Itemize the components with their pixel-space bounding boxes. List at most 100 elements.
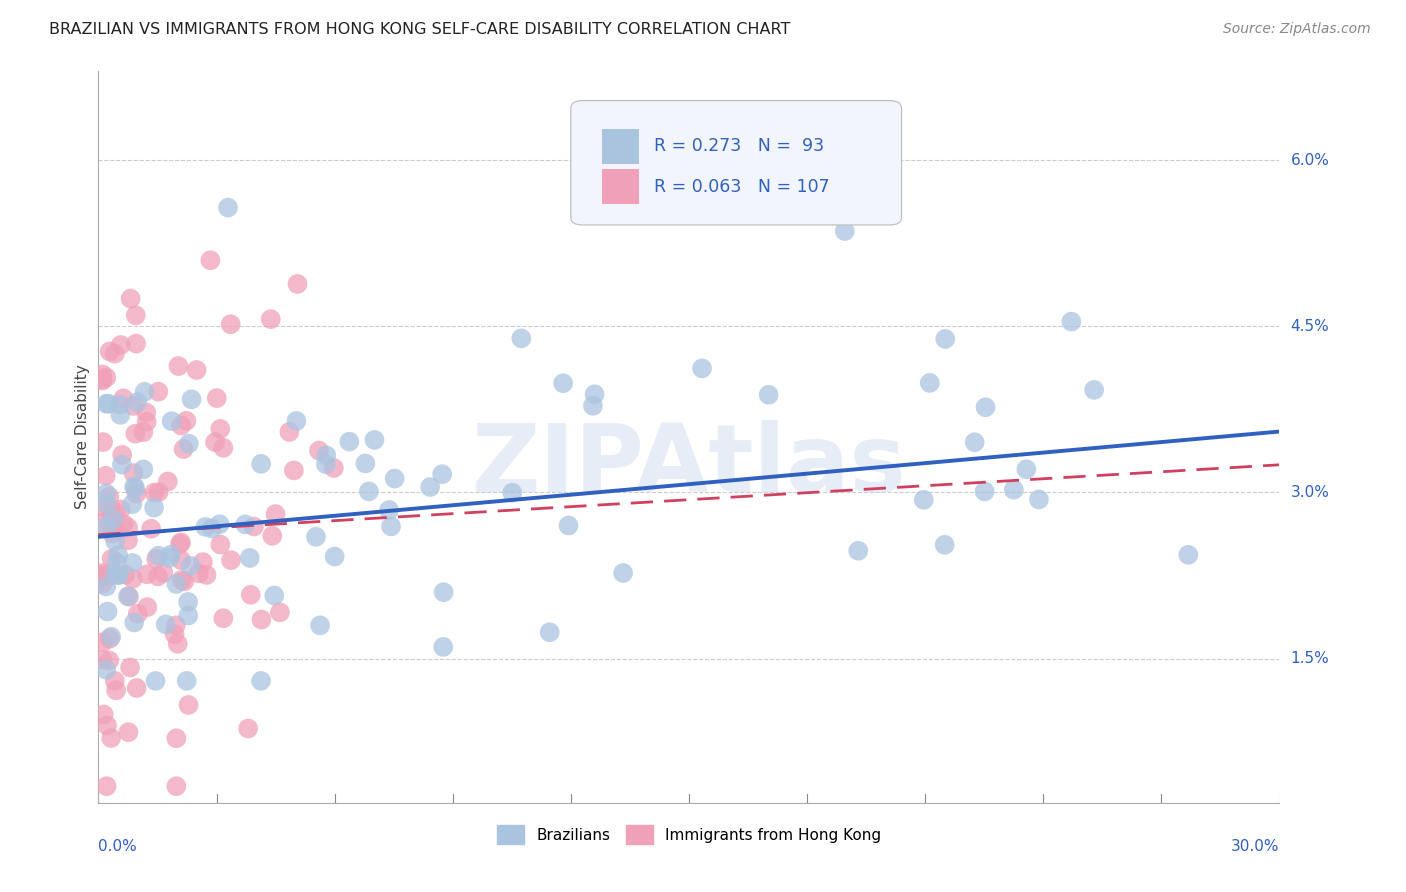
Point bbox=[209, 537, 232, 551]
Point bbox=[1177, 548, 1199, 562]
Point bbox=[135, 567, 157, 582]
Point bbox=[101, 516, 124, 531]
Point bbox=[91, 435, 114, 450]
Point bbox=[143, 485, 166, 500]
Point bbox=[180, 392, 202, 407]
Point bbox=[170, 418, 193, 433]
Point bbox=[107, 568, 129, 582]
Point bbox=[170, 553, 193, 567]
Point bbox=[110, 408, 132, 422]
Point bbox=[934, 538, 956, 552]
Point bbox=[263, 589, 285, 603]
Point bbox=[973, 484, 995, 499]
Point bbox=[104, 505, 127, 519]
Point bbox=[433, 585, 456, 599]
Point bbox=[96, 370, 118, 384]
Point bbox=[170, 573, 193, 587]
Point bbox=[159, 548, 181, 562]
Point bbox=[219, 553, 242, 567]
Point bbox=[209, 422, 232, 436]
Point bbox=[96, 519, 118, 533]
Point bbox=[117, 589, 139, 603]
Point bbox=[612, 566, 634, 580]
Text: 30.0%: 30.0% bbox=[1232, 839, 1279, 855]
Point bbox=[148, 485, 170, 500]
Point bbox=[354, 457, 377, 471]
Point bbox=[309, 618, 332, 632]
Point bbox=[201, 521, 224, 535]
FancyBboxPatch shape bbox=[571, 101, 901, 225]
Point bbox=[167, 359, 190, 373]
Point bbox=[91, 500, 114, 515]
Point bbox=[105, 556, 128, 570]
Text: R = 0.063   N = 107: R = 0.063 N = 107 bbox=[654, 178, 830, 196]
Point bbox=[239, 551, 262, 566]
Point bbox=[122, 479, 145, 493]
Point bbox=[538, 625, 561, 640]
Point bbox=[125, 486, 148, 500]
Point bbox=[98, 490, 121, 504]
Point bbox=[104, 346, 127, 360]
Text: BRAZILIAN VS IMMIGRANTS FROM HONG KONG SELF-CARE DISABILITY CORRELATION CHART: BRAZILIAN VS IMMIGRANTS FROM HONG KONG S… bbox=[49, 22, 790, 37]
Point bbox=[501, 485, 523, 500]
FancyBboxPatch shape bbox=[602, 128, 640, 164]
Point bbox=[308, 443, 330, 458]
Point bbox=[212, 441, 235, 455]
Point bbox=[219, 318, 242, 332]
Point bbox=[191, 555, 214, 569]
Point bbox=[432, 640, 454, 654]
Point bbox=[103, 512, 125, 526]
Point bbox=[269, 605, 291, 619]
Point bbox=[122, 615, 145, 630]
Point bbox=[378, 503, 401, 517]
Point bbox=[260, 312, 283, 326]
Point bbox=[143, 500, 166, 515]
Point bbox=[250, 673, 273, 688]
Point bbox=[217, 201, 239, 215]
Text: 4.5%: 4.5% bbox=[1291, 318, 1329, 334]
Point bbox=[170, 535, 193, 549]
Point bbox=[1002, 483, 1025, 497]
Point bbox=[117, 533, 139, 548]
Text: 3.0%: 3.0% bbox=[1291, 485, 1330, 500]
Point bbox=[117, 725, 139, 739]
Point bbox=[96, 486, 118, 500]
Point bbox=[118, 660, 141, 674]
Point bbox=[98, 502, 121, 516]
Point bbox=[690, 361, 713, 376]
Point bbox=[165, 618, 187, 632]
Point bbox=[194, 520, 217, 534]
Point bbox=[1083, 383, 1105, 397]
Point bbox=[165, 731, 187, 746]
Point bbox=[118, 590, 141, 604]
Point bbox=[145, 552, 167, 566]
Point bbox=[145, 673, 167, 688]
Point bbox=[112, 392, 135, 406]
Point bbox=[114, 567, 136, 582]
Point bbox=[107, 567, 129, 582]
Point bbox=[155, 617, 177, 632]
Point bbox=[127, 607, 149, 621]
Point bbox=[283, 463, 305, 477]
Point bbox=[195, 568, 218, 582]
Point bbox=[135, 405, 157, 419]
Point bbox=[177, 698, 200, 712]
Legend: Brazilians, Immigrants from Hong Kong: Brazilians, Immigrants from Hong Kong bbox=[491, 819, 887, 850]
Point bbox=[122, 399, 145, 413]
Point bbox=[264, 507, 287, 521]
Text: 0.0%: 0.0% bbox=[98, 839, 138, 855]
Point bbox=[124, 426, 146, 441]
Y-axis label: Self-Care Disability: Self-Care Disability bbox=[75, 365, 90, 509]
Point bbox=[91, 570, 114, 584]
Point bbox=[148, 549, 170, 563]
Point bbox=[553, 376, 575, 391]
Point bbox=[91, 576, 114, 591]
Text: R = 0.273   N =  93: R = 0.273 N = 93 bbox=[654, 137, 824, 155]
Point bbox=[208, 517, 231, 532]
Point bbox=[918, 376, 941, 390]
Point bbox=[176, 414, 198, 428]
Point bbox=[101, 526, 124, 541]
Point bbox=[91, 368, 114, 382]
Point bbox=[834, 224, 856, 238]
Point bbox=[100, 551, 122, 566]
